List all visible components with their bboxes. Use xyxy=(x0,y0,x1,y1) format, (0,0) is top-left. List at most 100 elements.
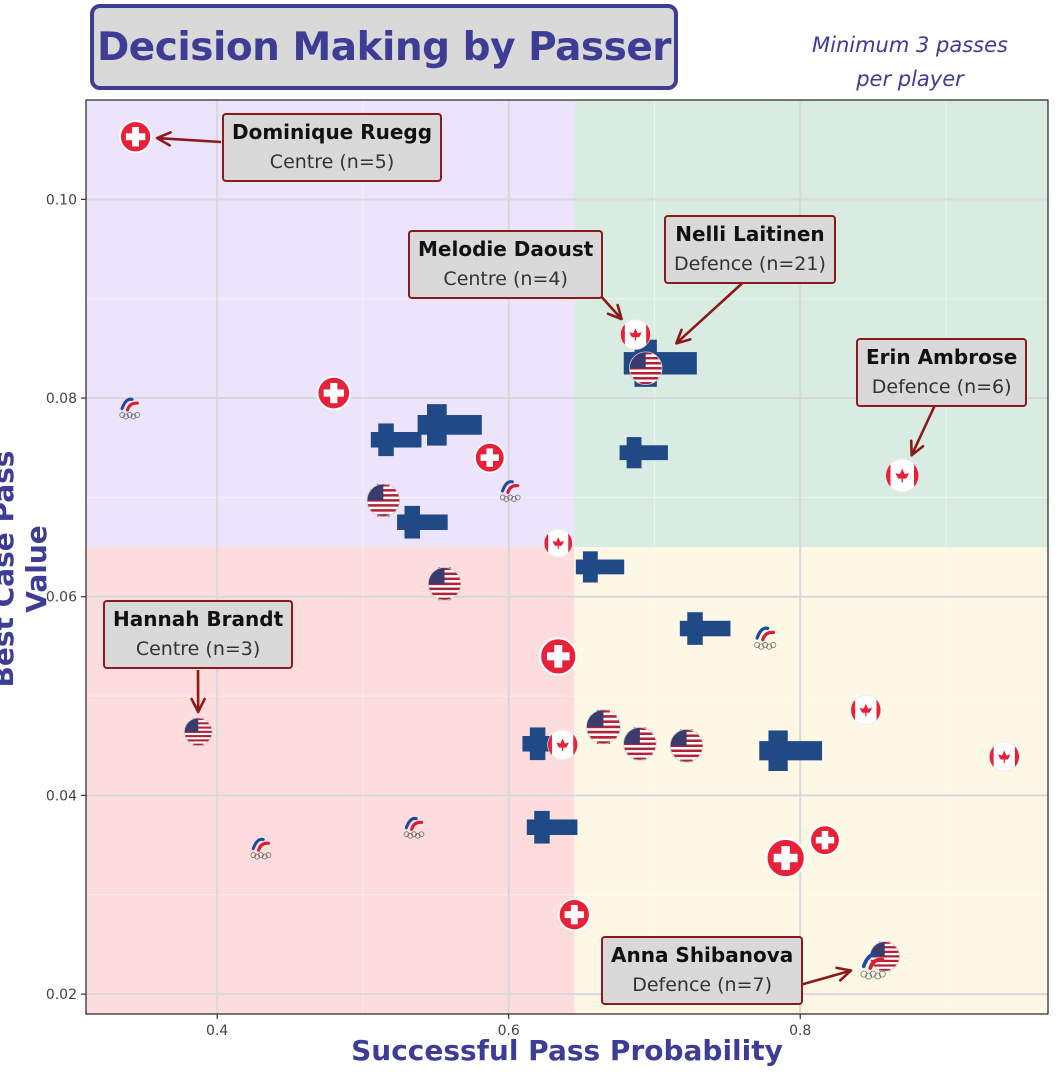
usa-flag-stripe xyxy=(185,735,212,738)
point-switzerland xyxy=(119,120,153,154)
usa-flag-canton xyxy=(428,567,445,584)
usa-flag-stripe xyxy=(680,759,693,763)
annotation-arrow-line xyxy=(675,277,749,345)
roc-olympic-ring xyxy=(514,494,521,501)
usa-flag-stripe xyxy=(428,582,461,586)
canada-maple-leaf xyxy=(556,738,569,751)
annotation-arrow-head xyxy=(835,966,853,982)
annotation-arrow-head xyxy=(190,697,206,714)
usa-flag-rim xyxy=(366,483,401,518)
point-switzerland xyxy=(316,375,352,411)
roc-olympic-ring xyxy=(754,642,761,649)
point-finland xyxy=(417,404,482,446)
chart-title: Decision Making by Passer xyxy=(96,24,672,70)
roc-olympic-ring xyxy=(254,853,261,860)
usa-flag-stripe xyxy=(633,757,647,761)
point-roc xyxy=(403,816,425,839)
roc-flame-blue xyxy=(755,626,770,640)
usa-flag-stripe xyxy=(367,504,399,507)
annotation-anna-shibanova: Anna Shibanova Defence (n=7) xyxy=(601,936,804,1005)
roc-olympic-ring xyxy=(119,412,126,418)
usa-flag-canton xyxy=(586,709,604,727)
usa-flag-stripe xyxy=(431,572,458,576)
roc-flame-red xyxy=(410,820,424,831)
y-tick-label: 0.04 xyxy=(46,788,77,804)
canada-flag-left-band xyxy=(544,533,549,553)
point-usa xyxy=(869,941,900,972)
data-points xyxy=(119,120,1020,980)
point-usa xyxy=(586,709,621,745)
roc-olympic-ring xyxy=(762,642,769,649)
point-roc xyxy=(754,626,777,650)
roc-flame-red xyxy=(761,630,775,642)
finland-cross-v xyxy=(378,423,394,457)
usa-flag-stripe xyxy=(367,499,400,502)
annotation-nelli-laitinen: Nelli Laitinen Defence (n=21) xyxy=(664,215,836,284)
canada-maple-leaf xyxy=(895,468,910,483)
point-usa xyxy=(183,717,213,747)
canada-flag-left-band xyxy=(547,734,552,755)
usa-flag-stripe xyxy=(670,749,703,753)
usa-flag-stripe xyxy=(587,730,620,734)
roc-flame-red xyxy=(506,484,520,495)
point-switzerland xyxy=(538,637,578,676)
annotation-name: Anna Shibanova xyxy=(611,943,794,967)
roc-olympic-ring xyxy=(414,832,421,839)
canada-flag-right-band xyxy=(573,734,578,755)
roc-flame-blue xyxy=(500,480,514,493)
roc-olympic-ring xyxy=(418,831,425,838)
subtitle-line-2: per player xyxy=(856,67,964,91)
roc-olympic-ring xyxy=(874,972,882,980)
roc-olympic-ring xyxy=(261,853,268,860)
usa-flag-stripe xyxy=(624,747,656,751)
canada-maple-leaf xyxy=(629,328,642,341)
roc-flame-red xyxy=(868,957,885,970)
point-usa xyxy=(623,727,657,761)
point-usa xyxy=(366,483,401,518)
usa-flag-rim xyxy=(628,351,663,385)
point-finland xyxy=(619,437,668,469)
point-finland xyxy=(370,423,422,457)
point-usa xyxy=(427,567,462,601)
usa-flag-stripe xyxy=(429,577,461,581)
plot-border xyxy=(85,99,1049,1015)
roc-olympic-ring xyxy=(403,831,410,838)
annotation-role: Defence (n=21) xyxy=(674,253,826,275)
usa-flag-stripe xyxy=(377,514,390,517)
annotation-arrow-line xyxy=(910,404,937,456)
point-roc xyxy=(499,480,521,502)
point-usa xyxy=(669,729,704,763)
roc-flame-blue xyxy=(404,816,418,830)
usa-flag-canton xyxy=(367,484,384,501)
annotation-erin-ambrose: Erin Ambrose Defence (n=6) xyxy=(856,338,1028,407)
usa-flag-stripe xyxy=(596,741,610,744)
roc-flame-blue xyxy=(861,952,878,969)
usa-flag-stripe xyxy=(630,372,662,375)
point-finland xyxy=(575,551,625,583)
finland-cross-v xyxy=(427,404,447,446)
point-canada xyxy=(543,528,573,558)
usa-flag-stripe xyxy=(870,959,899,963)
roc-olympic-ring xyxy=(507,494,514,501)
point-canada xyxy=(547,729,578,761)
usa-flag-stripe xyxy=(632,377,659,380)
canada-flag-left-band xyxy=(851,699,856,721)
usa-flag-stripe xyxy=(187,739,210,742)
canada-flag-right-band xyxy=(876,699,881,721)
annotation-name: Hannah Brandt xyxy=(113,607,284,631)
point-finland xyxy=(679,612,731,645)
roc-olympic-ring xyxy=(860,970,868,978)
annotation-arrow-head xyxy=(155,131,172,147)
annotation-role: Defence (n=7) xyxy=(632,974,773,996)
annotation-arrow-head xyxy=(675,328,692,345)
canada-maple-leaf xyxy=(998,750,1011,763)
roc-flame-red xyxy=(125,401,139,412)
swiss-flag-cross-h xyxy=(125,133,146,141)
swiss-flag-cross-h xyxy=(815,836,835,844)
y-tick-label: 0.06 xyxy=(46,590,77,606)
point-switzerland xyxy=(765,837,807,879)
usa-flag-rim xyxy=(623,727,657,761)
x-tick-label: 0.4 xyxy=(206,1023,228,1039)
axis-ticks: 0.4 0.6 0.8 0.02 0.04 0.06 0.08 0.10 xyxy=(46,192,812,1039)
